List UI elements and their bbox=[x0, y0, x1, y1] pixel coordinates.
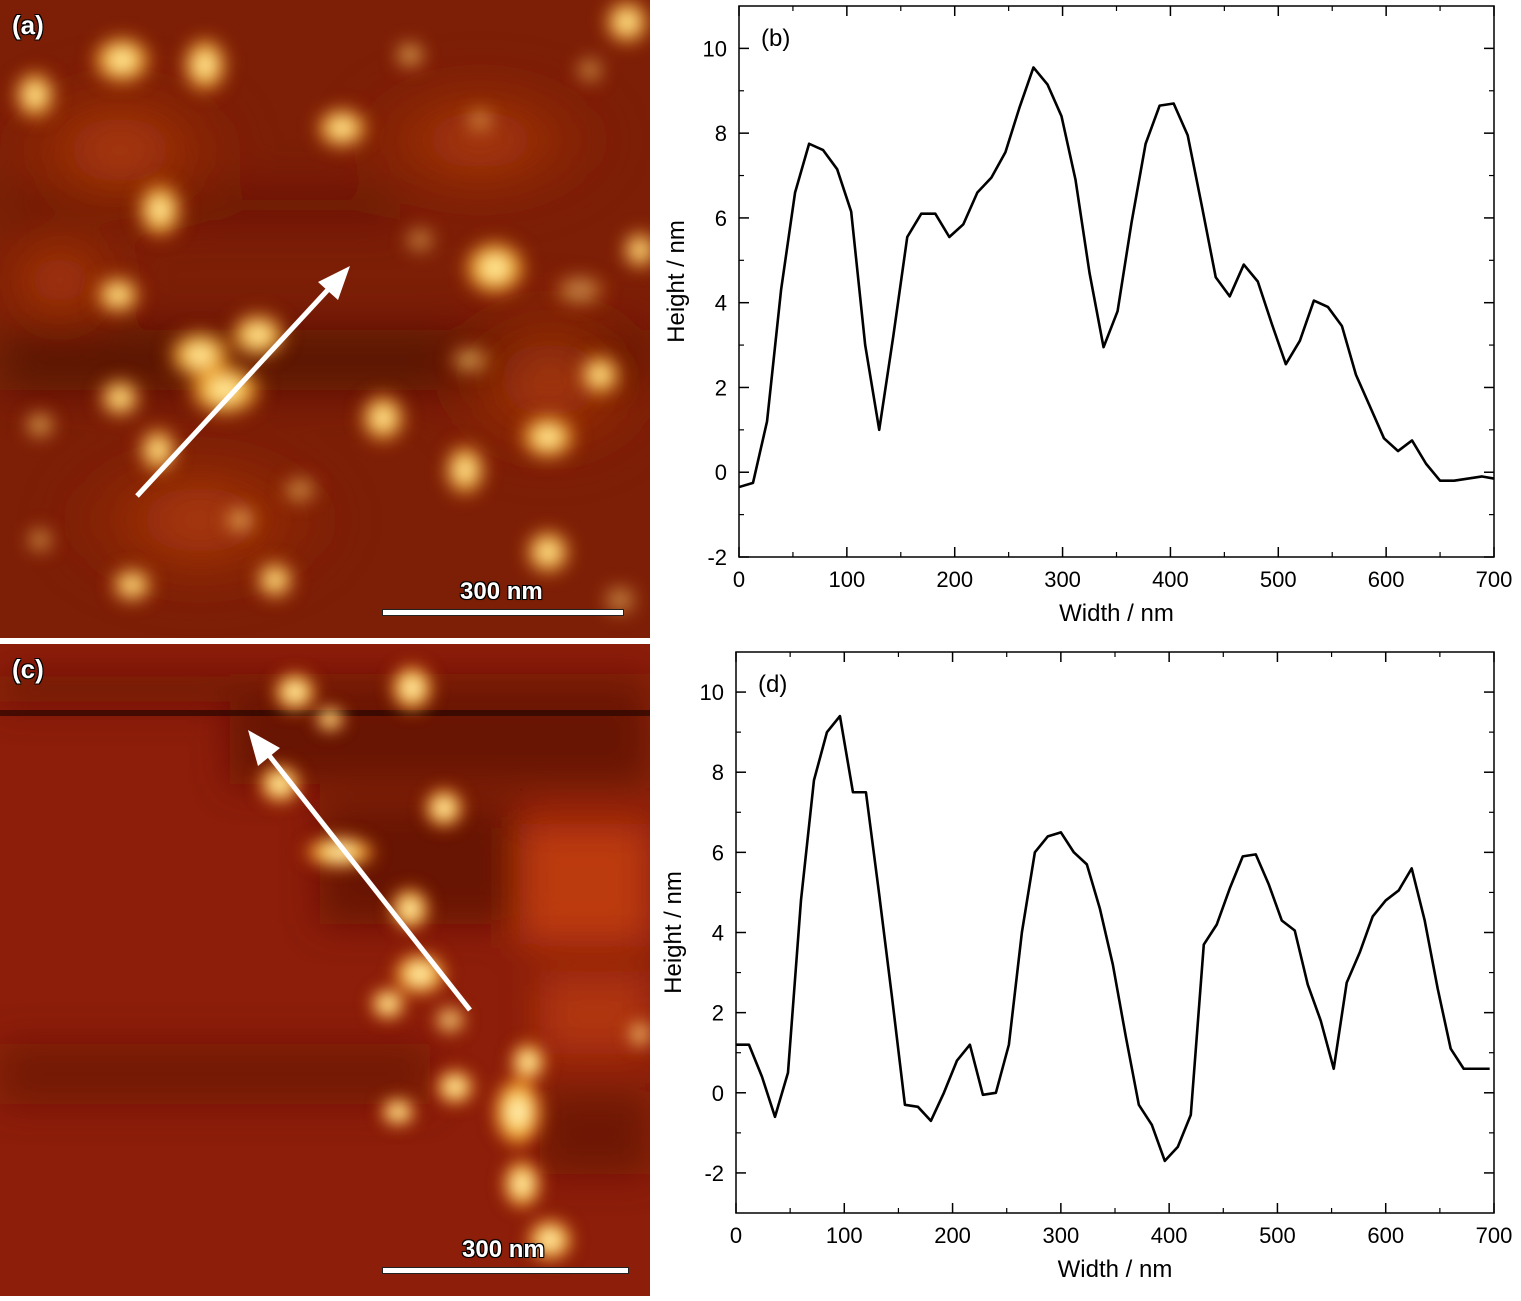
scale-bar-label-c: 300 nm bbox=[462, 1236, 545, 1263]
x-tick-label-b: 300 bbox=[1044, 567, 1081, 592]
panel-label-c: (c) bbox=[12, 654, 44, 684]
x-tick-label-d: 100 bbox=[826, 1223, 863, 1248]
y-tick-label-d: 2 bbox=[712, 1001, 724, 1026]
profile-arrow-c-head bbox=[248, 730, 280, 766]
panel-label-a: (a) bbox=[12, 10, 44, 40]
y-tick-label-d: 8 bbox=[712, 760, 724, 785]
plot-frame-d bbox=[735, 651, 1495, 1214]
profile-arrow-a bbox=[135, 279, 338, 498]
height-profile-chart-d: 0 100 200 300 400 500 600 700 -2 0 2 4 6 8 10 Width / n… bbox=[650, 644, 1521, 1296]
x-tick-label-b: 100 bbox=[828, 567, 865, 592]
x-axis-label-b: Width / nm bbox=[1059, 600, 1174, 627]
x-tick-label-b: 200 bbox=[936, 567, 973, 592]
y-tick-label-b: -2 bbox=[707, 545, 727, 570]
chart-d-svg: 0 100 200 300 400 500 600 700 -2 0 2 4 6 8 10 Width / n… bbox=[660, 651, 1513, 1283]
y-tick-label-d: -2 bbox=[704, 1161, 724, 1186]
y-tick-label-b: 10 bbox=[703, 36, 727, 61]
x-tick-label-b: 500 bbox=[1260, 567, 1297, 592]
scale-bar-a bbox=[383, 610, 623, 615]
x-tick-label-b: 0 bbox=[733, 567, 745, 592]
x-tick-label-b: 600 bbox=[1368, 567, 1405, 592]
x-tick-label-d: 300 bbox=[1042, 1223, 1079, 1248]
x-tick-label-d: 200 bbox=[934, 1223, 971, 1248]
afm-image-a-canvas bbox=[0, 0, 650, 638]
height-profile-chart-b: 0 100 200 300 400 500 600 700 -2 0 2 4 6 8 10 Width / n… bbox=[650, 0, 1521, 640]
x-tick-label-b: 400 bbox=[1152, 567, 1189, 592]
profile-line-d-0 bbox=[736, 714, 1490, 1163]
y-tick-label-b: 0 bbox=[715, 460, 727, 485]
profile-arrow-a-head bbox=[318, 266, 350, 300]
y-tick-label-d: 6 bbox=[712, 840, 724, 865]
y-tick-label-d: 0 bbox=[712, 1081, 724, 1106]
y-tick-label-b: 6 bbox=[715, 206, 727, 231]
x-tick-label-d: 700 bbox=[1476, 1223, 1513, 1248]
panel-label-d: (d) bbox=[758, 671, 787, 698]
plot-frame-b bbox=[738, 5, 1495, 558]
y-tick-label-d: 4 bbox=[712, 921, 724, 946]
scale-bar-label-a: 300 nm bbox=[460, 578, 543, 605]
afm-image-a: (a) 300 nm bbox=[0, 0, 650, 638]
panel-label-b: (b) bbox=[761, 25, 790, 52]
x-tick-label-d: 500 bbox=[1259, 1223, 1296, 1248]
scale-bar-c bbox=[383, 1268, 628, 1273]
afm-image-c-canvas bbox=[0, 644, 650, 1296]
x-tick-label-b: 700 bbox=[1476, 567, 1513, 592]
x-tick-label-d: 400 bbox=[1151, 1223, 1188, 1248]
y-tick-label-b: 4 bbox=[715, 291, 727, 316]
profile-arrow-c bbox=[266, 752, 472, 1012]
x-tick-label-d: 600 bbox=[1367, 1223, 1404, 1248]
profile-line-b-0 bbox=[738, 66, 1495, 489]
y-tick-label-d: 10 bbox=[700, 680, 724, 705]
x-axis-label-d: Width / nm bbox=[1058, 1256, 1173, 1283]
afm-image-c: (c) 300 nm bbox=[0, 644, 650, 1296]
y-axis-label-d: Height / nm bbox=[660, 871, 687, 994]
x-tick-label-d: 0 bbox=[730, 1223, 742, 1248]
y-axis-label-b: Height / nm bbox=[663, 220, 690, 343]
afm-features-c bbox=[256, 662, 650, 1264]
y-tick-label-b: 8 bbox=[715, 121, 727, 146]
y-tick-label-b: 2 bbox=[715, 375, 727, 400]
